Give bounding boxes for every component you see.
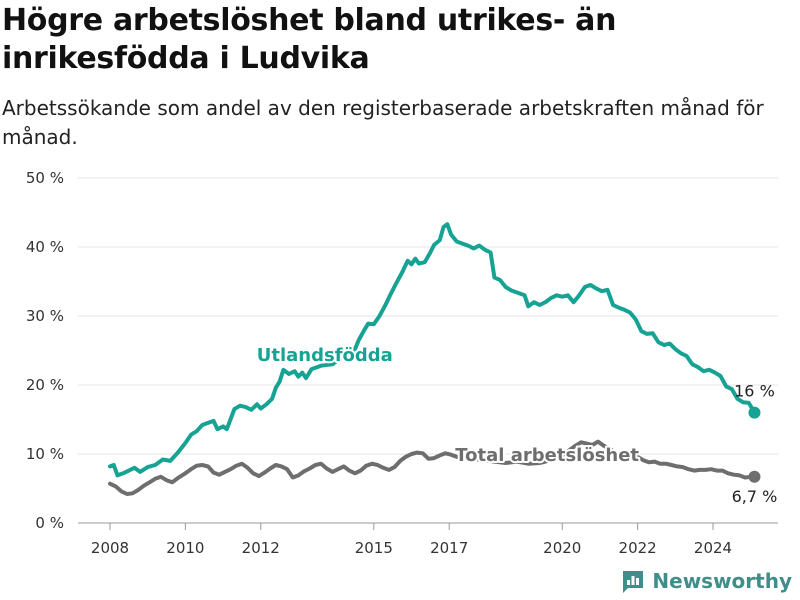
series-line-utlandsfodda (108, 222, 757, 478)
y-tick-label: 0 % (35, 514, 64, 532)
series-label-total: Total arbetslöshet (455, 445, 639, 466)
end-dot-total (748, 470, 761, 483)
brand-logo: Newsworthy (620, 568, 792, 594)
x-tick-label: 2020 (543, 539, 581, 557)
end-label-total: 6,7 % (732, 487, 778, 506)
brand-name: Newsworthy (652, 569, 792, 593)
end-dot-utlandsfodda (748, 406, 761, 419)
chart-subtitle: Arbetssökande som andel av den registerb… (2, 96, 764, 149)
y-tick-label: 30 % (26, 307, 64, 325)
newsworthy-logo-icon (623, 571, 644, 593)
y-tick-label: 10 % (26, 445, 64, 463)
end-label-utlandsfodda: 16 % (734, 382, 775, 401)
x-tick-label: 2024 (694, 539, 732, 557)
chart-title: Högre arbetslöshet bland utrikes- än inr… (2, 3, 617, 76)
series-line-total (108, 439, 757, 496)
y-tick-label: 50 % (26, 169, 64, 187)
x-tick-label: 2017 (430, 539, 468, 557)
x-tick-label: 2022 (619, 539, 657, 557)
y-tick-label: 40 % (26, 238, 64, 256)
x-tick-label: 2008 (91, 539, 129, 557)
y-tick-label: 20 % (26, 376, 64, 394)
x-tick-label: 2010 (166, 539, 204, 557)
series-label-utlandsfodda: Utlandsfödda (257, 345, 393, 366)
x-tick-label: 2015 (355, 539, 393, 557)
x-tick-label: 2012 (242, 539, 280, 557)
